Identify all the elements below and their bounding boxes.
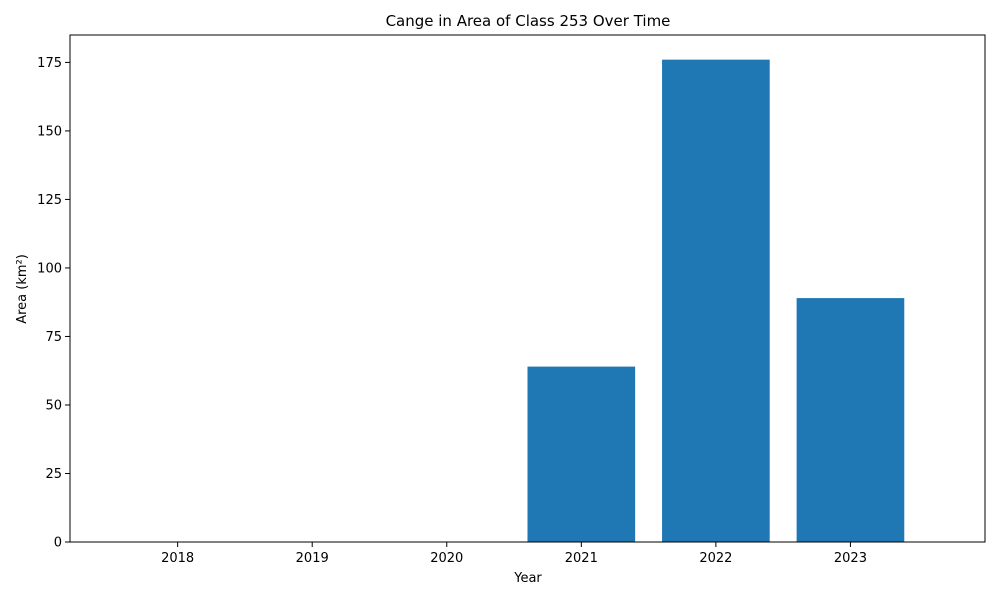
- x-tick-label: 2022: [699, 551, 732, 566]
- x-tick-label: 2023: [834, 551, 867, 566]
- y-tick-label: 0: [54, 536, 62, 551]
- x-tick-label: 2020: [430, 551, 463, 566]
- bar-2023: [796, 298, 905, 542]
- y-tick-label: 25: [45, 467, 62, 482]
- y-tick-label: 75: [45, 330, 62, 345]
- y-tick-label: 100: [37, 261, 62, 276]
- bar-2021: [527, 366, 636, 542]
- x-axis-label: Year: [513, 571, 542, 586]
- y-tick-label: 175: [37, 56, 62, 71]
- chart-title: Cange in Area of Class 253 Over Time: [386, 12, 671, 30]
- y-tick-label: 50: [45, 398, 62, 413]
- x-tick-label: 2021: [565, 551, 598, 566]
- x-tick-label: 2019: [296, 551, 329, 566]
- y-axis-label: Area (km²): [15, 254, 30, 324]
- y-axis-ticks: 0 25 50 75 100 125 150 175: [37, 56, 70, 551]
- x-tick-label: 2018: [161, 551, 194, 566]
- bar-2022: [662, 59, 770, 543]
- y-tick-label: 150: [37, 124, 62, 139]
- x-axis-ticks: 2018 2019 2020 2021 2022 2023: [161, 542, 867, 566]
- plot-frame: [69, 34, 986, 543]
- y-tick-label: 125: [37, 193, 62, 208]
- bars-group: [527, 59, 905, 543]
